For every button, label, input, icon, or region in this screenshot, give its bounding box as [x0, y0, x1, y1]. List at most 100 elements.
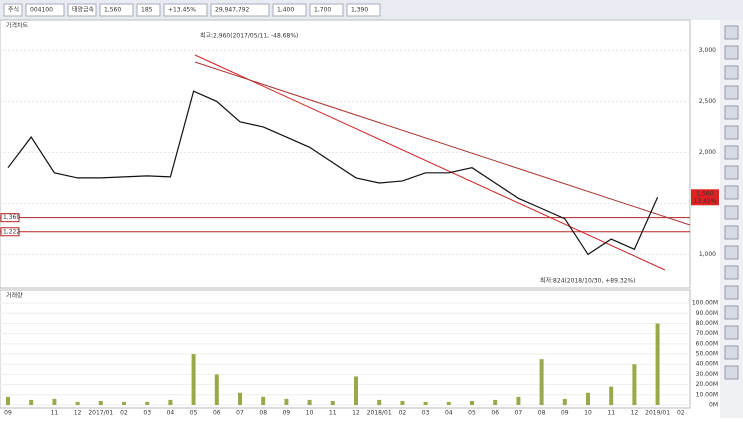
- volume-bar: [609, 386, 614, 405]
- volume-bar: [330, 400, 335, 405]
- x-tick-label: 07: [236, 410, 244, 417]
- line-label-box: [0, 227, 20, 237]
- tool-icon: [724, 205, 739, 220]
- volume-bar: [562, 398, 567, 405]
- toolbar-field: [346, 3, 381, 17]
- toolbar-text: 1,400: [277, 7, 294, 14]
- x-tick-label: 05: [468, 410, 476, 417]
- volume-bar: [98, 400, 103, 405]
- tool-icon: [724, 105, 739, 120]
- tool-icon: [724, 25, 739, 40]
- y-tick-label: 20.00M: [696, 381, 718, 388]
- toolbar-text: +13.45%: [168, 7, 196, 14]
- volume-bar: [6, 396, 10, 405]
- y-tick-label: 30.00M: [696, 371, 718, 378]
- x-tick-label: 2018/01: [367, 410, 392, 417]
- x-tick-label: 09: [4, 410, 12, 417]
- x-tick-label: 08: [538, 410, 546, 417]
- y-tick-label: 10.00M: [696, 391, 718, 398]
- y-tick-label: 3,000: [699, 47, 716, 54]
- volume-bar: [238, 392, 242, 405]
- tool-icon: [724, 165, 739, 180]
- volume-bar: [655, 323, 660, 405]
- last-change: 13.45%: [694, 198, 717, 205]
- y-tick-label: 50.00M: [696, 351, 718, 358]
- y-tick-label: 1,000: [699, 251, 716, 258]
- volume-bar: [354, 376, 358, 405]
- x-tick-label: 07: [515, 410, 523, 417]
- toolbar-field: [3, 3, 23, 17]
- x-tick-label: 03: [143, 410, 151, 417]
- y-tick-label: 60.00M: [696, 340, 718, 347]
- volume-bar: [400, 400, 405, 405]
- toolbar-text: 1,700: [314, 7, 331, 14]
- price-pane: [0, 19, 691, 289]
- legend: 거래량: [6, 292, 23, 300]
- y-tick-label: 40.00M: [696, 361, 718, 368]
- volume-bar: [284, 398, 289, 405]
- last-price: 1,560: [696, 190, 713, 197]
- volume-bar: [539, 359, 544, 405]
- toolbar-field: [25, 3, 65, 17]
- tool-icon: [724, 245, 739, 260]
- volume-bar: [214, 374, 219, 405]
- line-label: 1,222: [3, 228, 20, 235]
- toolbar-text: 29,947,792: [215, 7, 250, 14]
- x-tick-label: 10: [584, 410, 592, 417]
- y-tick-label: 2,000: [699, 149, 716, 156]
- volume-bar: [586, 392, 590, 405]
- volume-bar: [75, 401, 80, 405]
- y-tick-label: 70.00M: [696, 330, 718, 337]
- x-tick-label: 06: [213, 410, 221, 417]
- tool-icon: [724, 325, 739, 340]
- trend-line: [194, 61, 691, 226]
- x-tick-label: 10: [306, 410, 314, 417]
- volume-bar: [191, 354, 196, 405]
- y-tick-label: 100.00M: [692, 300, 718, 307]
- volume-bar: [307, 399, 312, 405]
- volume-bar: [446, 401, 451, 405]
- x-tick-label: 11: [607, 410, 615, 417]
- line-label-box: [0, 213, 20, 223]
- x-tick-label: 04: [445, 410, 453, 417]
- x-tick-label: 12: [74, 410, 82, 417]
- tool-icon: [724, 305, 739, 320]
- tool-icon: [724, 365, 739, 380]
- x-tick-label: 11: [329, 410, 337, 417]
- toolbar-field: [309, 3, 344, 17]
- legend: 가격차트: [6, 22, 29, 30]
- price-line: [7, 90, 659, 256]
- x-tick-label: 09: [561, 410, 569, 417]
- tool-icon: [724, 125, 739, 140]
- y-tick-label: 2,500: [699, 98, 716, 105]
- toolbar-field: [210, 3, 270, 17]
- tool-icon: [724, 225, 739, 240]
- tool-icon: [724, 185, 739, 200]
- x-tick-label: 11: [51, 410, 59, 417]
- x-tick-label: 04: [167, 410, 175, 417]
- trend-line: [194, 54, 666, 271]
- toolbar-text: 004100: [30, 7, 53, 14]
- toolbar-text: 1,560: [104, 7, 121, 14]
- volume-pane: [0, 289, 691, 409]
- y-tick-label: 80.00M: [696, 320, 718, 327]
- x-tick-label: 2019/01: [645, 410, 670, 417]
- annotation: 최고:2,960(2017/05/11, -48.68%): [200, 32, 298, 40]
- y-tick-label: 0M: [709, 402, 718, 409]
- volume-bar: [29, 399, 34, 405]
- tool-icon: [724, 285, 739, 300]
- volume-bar: [145, 401, 150, 405]
- x-tick-label: 12: [631, 410, 639, 417]
- tool-icon: [724, 45, 739, 60]
- volume-bar: [52, 398, 57, 405]
- tool-icon: [724, 145, 739, 160]
- x-tick-label: 06: [491, 410, 499, 417]
- toolbar-text: 185: [141, 7, 153, 14]
- x-tick-label: 05: [190, 410, 198, 417]
- x-tick-label: 02: [677, 410, 685, 417]
- x-tick-label: 12: [352, 410, 360, 417]
- annotation: 최저:824(2018/10/30, +89.32%): [540, 277, 636, 285]
- volume-bar: [470, 400, 474, 405]
- toolbar-field: [67, 3, 97, 17]
